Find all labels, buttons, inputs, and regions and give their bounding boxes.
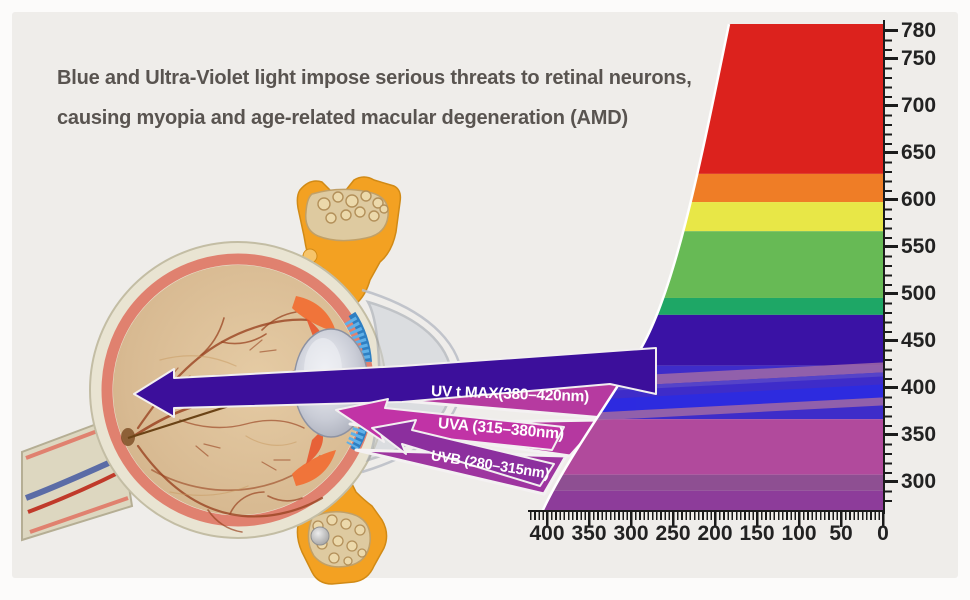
spectrum-band-orange bbox=[542, 173, 884, 203]
bottom-axis-tick-label: 200 bbox=[697, 522, 733, 545]
right-ruler-major-ticks bbox=[885, 57, 898, 486]
spectrum-left-edge bbox=[540, 23, 731, 513]
spectrum-band-teal-green bbox=[542, 297, 884, 315]
bottom-axis-tick-label: 0 bbox=[877, 522, 889, 545]
bottom-axis-tick-label: 250 bbox=[655, 522, 691, 545]
bottom-axis-tick-label: 400 bbox=[529, 522, 565, 545]
right-axis-tick-label: 350 bbox=[901, 423, 937, 446]
spectrum-band-red bbox=[542, 24, 884, 174]
right-axis-tick-label: 450 bbox=[901, 329, 937, 352]
right-ruler-major-tick-780 bbox=[885, 29, 898, 32]
uv-arrows bbox=[133, 347, 657, 487]
spectrum-band-yellow bbox=[542, 202, 884, 232]
right-axis-tick-label: 780 bbox=[901, 19, 937, 42]
right-axis-tick-label: 700 bbox=[901, 94, 937, 117]
spectrum-band-uv-purple bbox=[542, 490, 884, 512]
spectrum-band-green bbox=[542, 231, 884, 298]
bottom-ruler-line bbox=[528, 510, 885, 512]
right-axis-tick-label: 750 bbox=[901, 47, 937, 70]
bottom-axis-tick-label: 350 bbox=[571, 522, 607, 545]
bottom-axis-tick-label: 50 bbox=[829, 522, 853, 545]
spectrum-band-uva-magenta bbox=[542, 419, 884, 475]
right-axis-tick-label: 500 bbox=[901, 282, 937, 305]
bottom-axis-tick-label: 300 bbox=[613, 522, 649, 545]
spectrum-band-uv-muted-purple bbox=[542, 474, 884, 491]
bottom-ruler-major-ticks bbox=[546, 512, 886, 527]
headline-line1: Blue and Ultra-Violet light impose serio… bbox=[57, 67, 692, 89]
headline: Blue and Ultra-Violet light impose serio… bbox=[57, 58, 727, 138]
bottom-axis-tick-label: 150 bbox=[739, 522, 775, 545]
bottom-axis-tick-label: 100 bbox=[781, 522, 817, 545]
right-axis-tick-label: 550 bbox=[901, 235, 937, 258]
right-axis-tick-label: 300 bbox=[901, 470, 937, 493]
uva-arrow bbox=[335, 398, 565, 451]
right-axis-tick-label: 400 bbox=[901, 376, 937, 399]
uv-t-max-arrow bbox=[133, 347, 657, 418]
right-ruler-line bbox=[883, 20, 885, 514]
right-axis-tick-label: 650 bbox=[901, 141, 937, 164]
right-axis-tick-label: 600 bbox=[901, 188, 937, 211]
optic-artery bbox=[27, 468, 125, 514]
headline-line2: causing myopia and age-related macular d… bbox=[57, 107, 628, 129]
uvb-arrow bbox=[371, 419, 555, 487]
gland-sphere bbox=[310, 526, 330, 546]
